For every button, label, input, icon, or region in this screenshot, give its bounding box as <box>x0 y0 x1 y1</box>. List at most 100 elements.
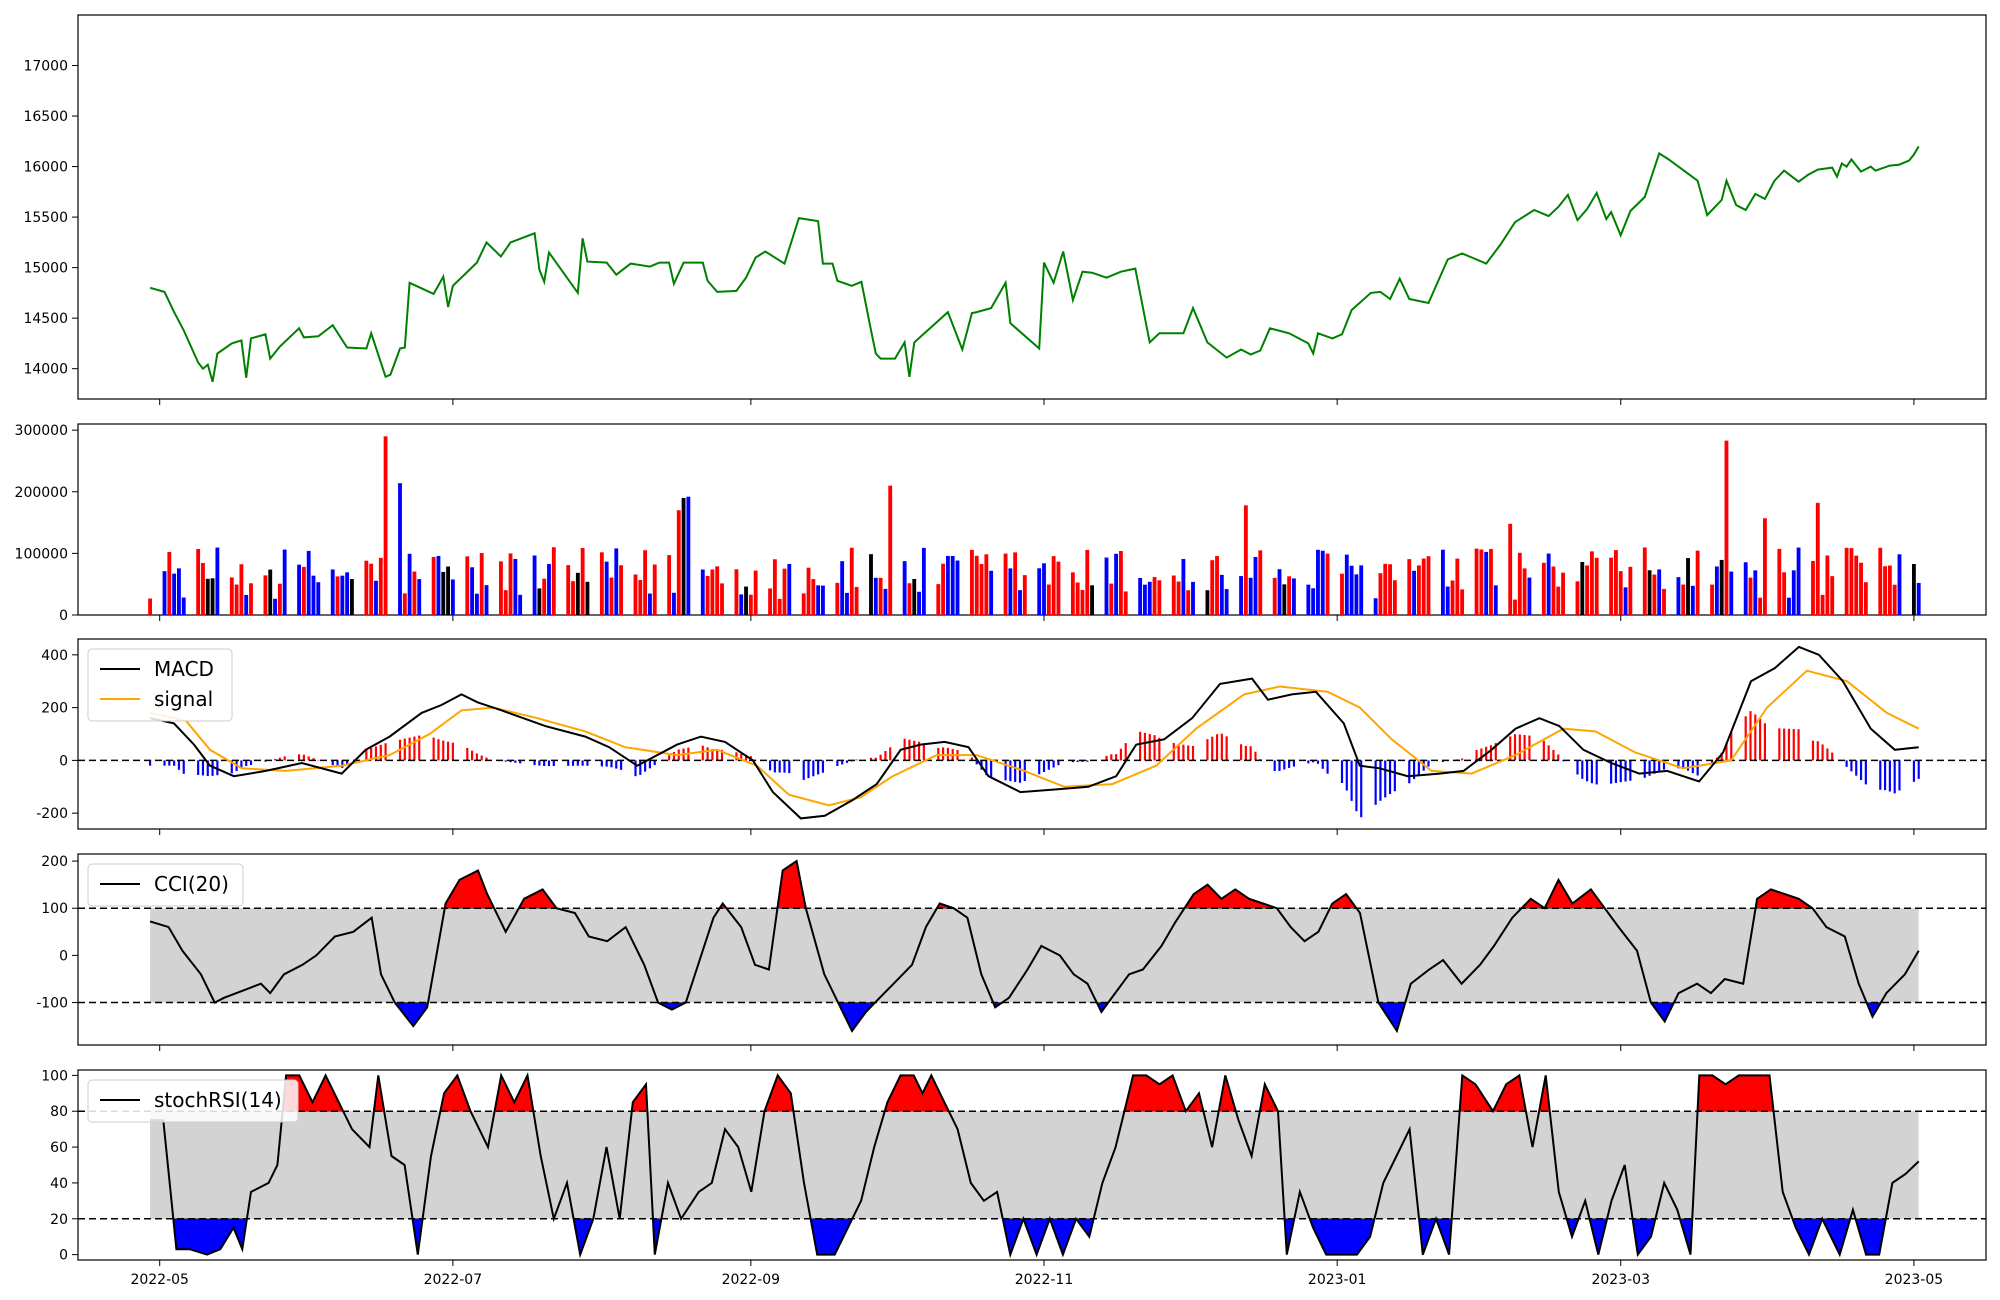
legend-label: MACD <box>154 657 214 681</box>
macd-histogram-bar <box>711 749 714 761</box>
overbought-fill <box>631 1083 648 1112</box>
volume-bar <box>1407 559 1412 615</box>
volume-bar <box>849 547 854 615</box>
macd-histogram-bar <box>1355 760 1358 812</box>
macd-histogram-bar <box>1014 760 1017 782</box>
y-tick-label: 100 <box>41 901 68 917</box>
legend-label: signal <box>154 687 213 711</box>
volume-bar <box>777 598 782 615</box>
macd-histogram-bar <box>1009 760 1012 782</box>
volume-bar <box>1743 562 1748 615</box>
macd-histogram-bar <box>615 760 618 769</box>
macd-histogram-bar <box>942 747 945 761</box>
macd-histogram-bar <box>413 736 416 761</box>
volume-bar <box>1114 553 1119 615</box>
macd-histogram-bar <box>668 755 671 761</box>
macd-histogram-bar <box>586 760 589 766</box>
macd-histogram-bar <box>1653 760 1656 774</box>
volume-bar <box>450 579 455 615</box>
macd-histogram-bar <box>1749 711 1752 761</box>
volume-bar <box>1253 556 1258 615</box>
macd-histogram-bar <box>1288 760 1291 768</box>
y-tick-label: 16500 <box>23 109 68 125</box>
volume-bar <box>162 571 167 615</box>
volume-bar <box>537 588 542 615</box>
cci-line <box>149 859 1920 1034</box>
macd-histogram-bar <box>1206 739 1209 761</box>
macd-histogram-bar <box>1518 734 1521 761</box>
macd-histogram-bar <box>773 760 776 773</box>
volume-bar <box>1522 568 1527 615</box>
volume-bar <box>638 580 643 615</box>
price-line <box>149 145 1920 383</box>
macd-histogram-bar <box>1581 760 1584 779</box>
volume-bar <box>1796 547 1801 615</box>
macd-histogram-bar <box>1725 743 1728 761</box>
volume-bar <box>306 550 311 615</box>
macd-histogram-bar <box>985 760 988 776</box>
overbought-fill <box>1755 889 1814 909</box>
macd-histogram-bar <box>1763 723 1767 761</box>
volume-bar <box>614 548 619 615</box>
volume-bar <box>1311 588 1316 615</box>
macd-histogram-bar <box>1153 735 1156 761</box>
volume-bar <box>1046 584 1051 615</box>
volume-bar <box>1815 502 1820 615</box>
volume-bar <box>955 560 960 615</box>
macd-histogram-bar <box>370 748 373 761</box>
volume-bar <box>508 553 513 615</box>
macd-histogram-bar <box>1384 760 1387 798</box>
macd-histogram-bar <box>620 760 623 770</box>
oversold-fill <box>1049 1218 1077 1256</box>
macd-histogram-bar <box>1441 760 1444 762</box>
macd-histogram-bar <box>552 760 555 767</box>
volume-bar <box>748 594 753 615</box>
macd-histogram-bar <box>1148 734 1151 761</box>
oversold-fill <box>1023 1218 1051 1256</box>
macd-histogram-bar <box>432 737 435 761</box>
macd-histogram-bar <box>485 757 488 761</box>
y-tick-label: 60 <box>50 1140 68 1156</box>
volume-bar <box>1042 563 1046 615</box>
volume-bar <box>1460 589 1465 615</box>
volume-bar <box>1618 571 1623 615</box>
macd-histogram-bar <box>1759 718 1762 761</box>
macd-histogram-bar <box>889 747 892 761</box>
macd-histogram-bar <box>466 747 469 761</box>
volume-bar <box>921 547 926 615</box>
volume-bar <box>374 580 378 615</box>
macd-histogram-bar <box>149 760 152 766</box>
volume-bar <box>1018 590 1022 615</box>
macd-histogram-bar <box>1249 746 1252 761</box>
volume-bar <box>1729 571 1734 615</box>
volume-bar <box>643 550 648 615</box>
y-tick-label: 0 <box>59 753 68 769</box>
macd-histogram-bar <box>1864 760 1867 785</box>
macd-histogram-bar <box>1489 745 1493 761</box>
volume-bar <box>1123 591 1128 615</box>
volume-bar <box>1388 564 1392 615</box>
volume-bar <box>412 571 417 615</box>
volume-bar <box>720 583 724 615</box>
macd-histogram-bar <box>1379 760 1382 801</box>
volume-bar <box>854 586 859 615</box>
volume-bar <box>1287 576 1292 615</box>
volume-bar <box>1580 561 1585 615</box>
macd-histogram-bar <box>1052 760 1055 768</box>
macd-histogram-bar <box>639 760 642 775</box>
volume-bar <box>1143 584 1147 615</box>
macd-histogram-bar <box>302 754 305 761</box>
volume-bar <box>1306 584 1311 615</box>
macd-histogram-bar <box>990 760 993 778</box>
macd-histogram-bar <box>807 760 810 779</box>
volume-bar <box>378 557 383 615</box>
macd-histogram-bar <box>1110 754 1113 761</box>
volume-bar <box>1421 558 1426 615</box>
volume-bar <box>984 554 989 615</box>
plot-frame <box>77 853 1987 1046</box>
macd-histogram-bar <box>802 760 805 780</box>
volume-bar <box>210 578 215 615</box>
volume-bar <box>883 588 888 615</box>
x-tick-label: 2022-11 <box>1015 1272 1074 1288</box>
volume-bar <box>1787 597 1791 615</box>
